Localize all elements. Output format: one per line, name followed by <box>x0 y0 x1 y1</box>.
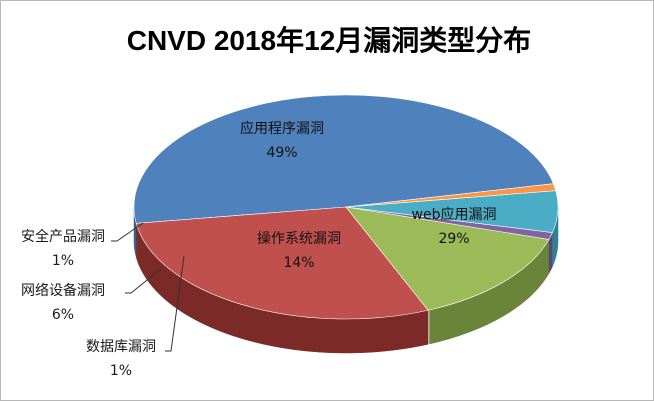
slice-label-数据库漏洞: 数据库漏洞 <box>86 339 156 355</box>
leader-line-安全产品漏洞 <box>111 222 144 242</box>
slice-value-数据库漏洞: 1% <box>110 363 132 379</box>
slice-value-操作系统漏洞: 14% <box>283 255 314 271</box>
slice-label-web应用漏洞: web应用漏洞 <box>412 206 497 223</box>
slice-label-操作系统漏洞: 操作系统漏洞 <box>257 231 341 247</box>
slice-web应用漏洞 <box>135 206 429 320</box>
slice-label-网络设备漏洞: 网络设备漏洞 <box>21 282 105 299</box>
slice-操作系统漏洞 <box>345 206 550 311</box>
slice-应用程序漏洞 <box>133 94 554 224</box>
slice-value-应用程序漏洞: 49% <box>266 145 297 161</box>
slice-label-应用程序漏洞: 应用程序漏洞 <box>240 120 324 137</box>
slice-value-网络设备漏洞: 6% <box>52 307 74 323</box>
slice-value-安全产品漏洞: 1% <box>52 253 74 269</box>
pie-slices <box>133 94 559 320</box>
leader-lines <box>111 222 185 352</box>
slice-安全产品漏洞 <box>345 183 557 208</box>
slice-label-安全产品漏洞: 安全产品漏洞 <box>21 228 105 245</box>
leader-line-数据库漏洞 <box>165 255 185 352</box>
leader-line-网络设备漏洞 <box>125 268 162 294</box>
slice-labels: 应用程序漏洞 49% web应用漏洞 29% 操作系统漏洞 14% 数据库漏洞 1% 网络设备漏… <box>21 120 496 379</box>
slice-value-web应用漏洞: 29% <box>438 231 469 247</box>
chart-title: CNVD 2018年12月漏洞类型分布 <box>127 24 532 56</box>
